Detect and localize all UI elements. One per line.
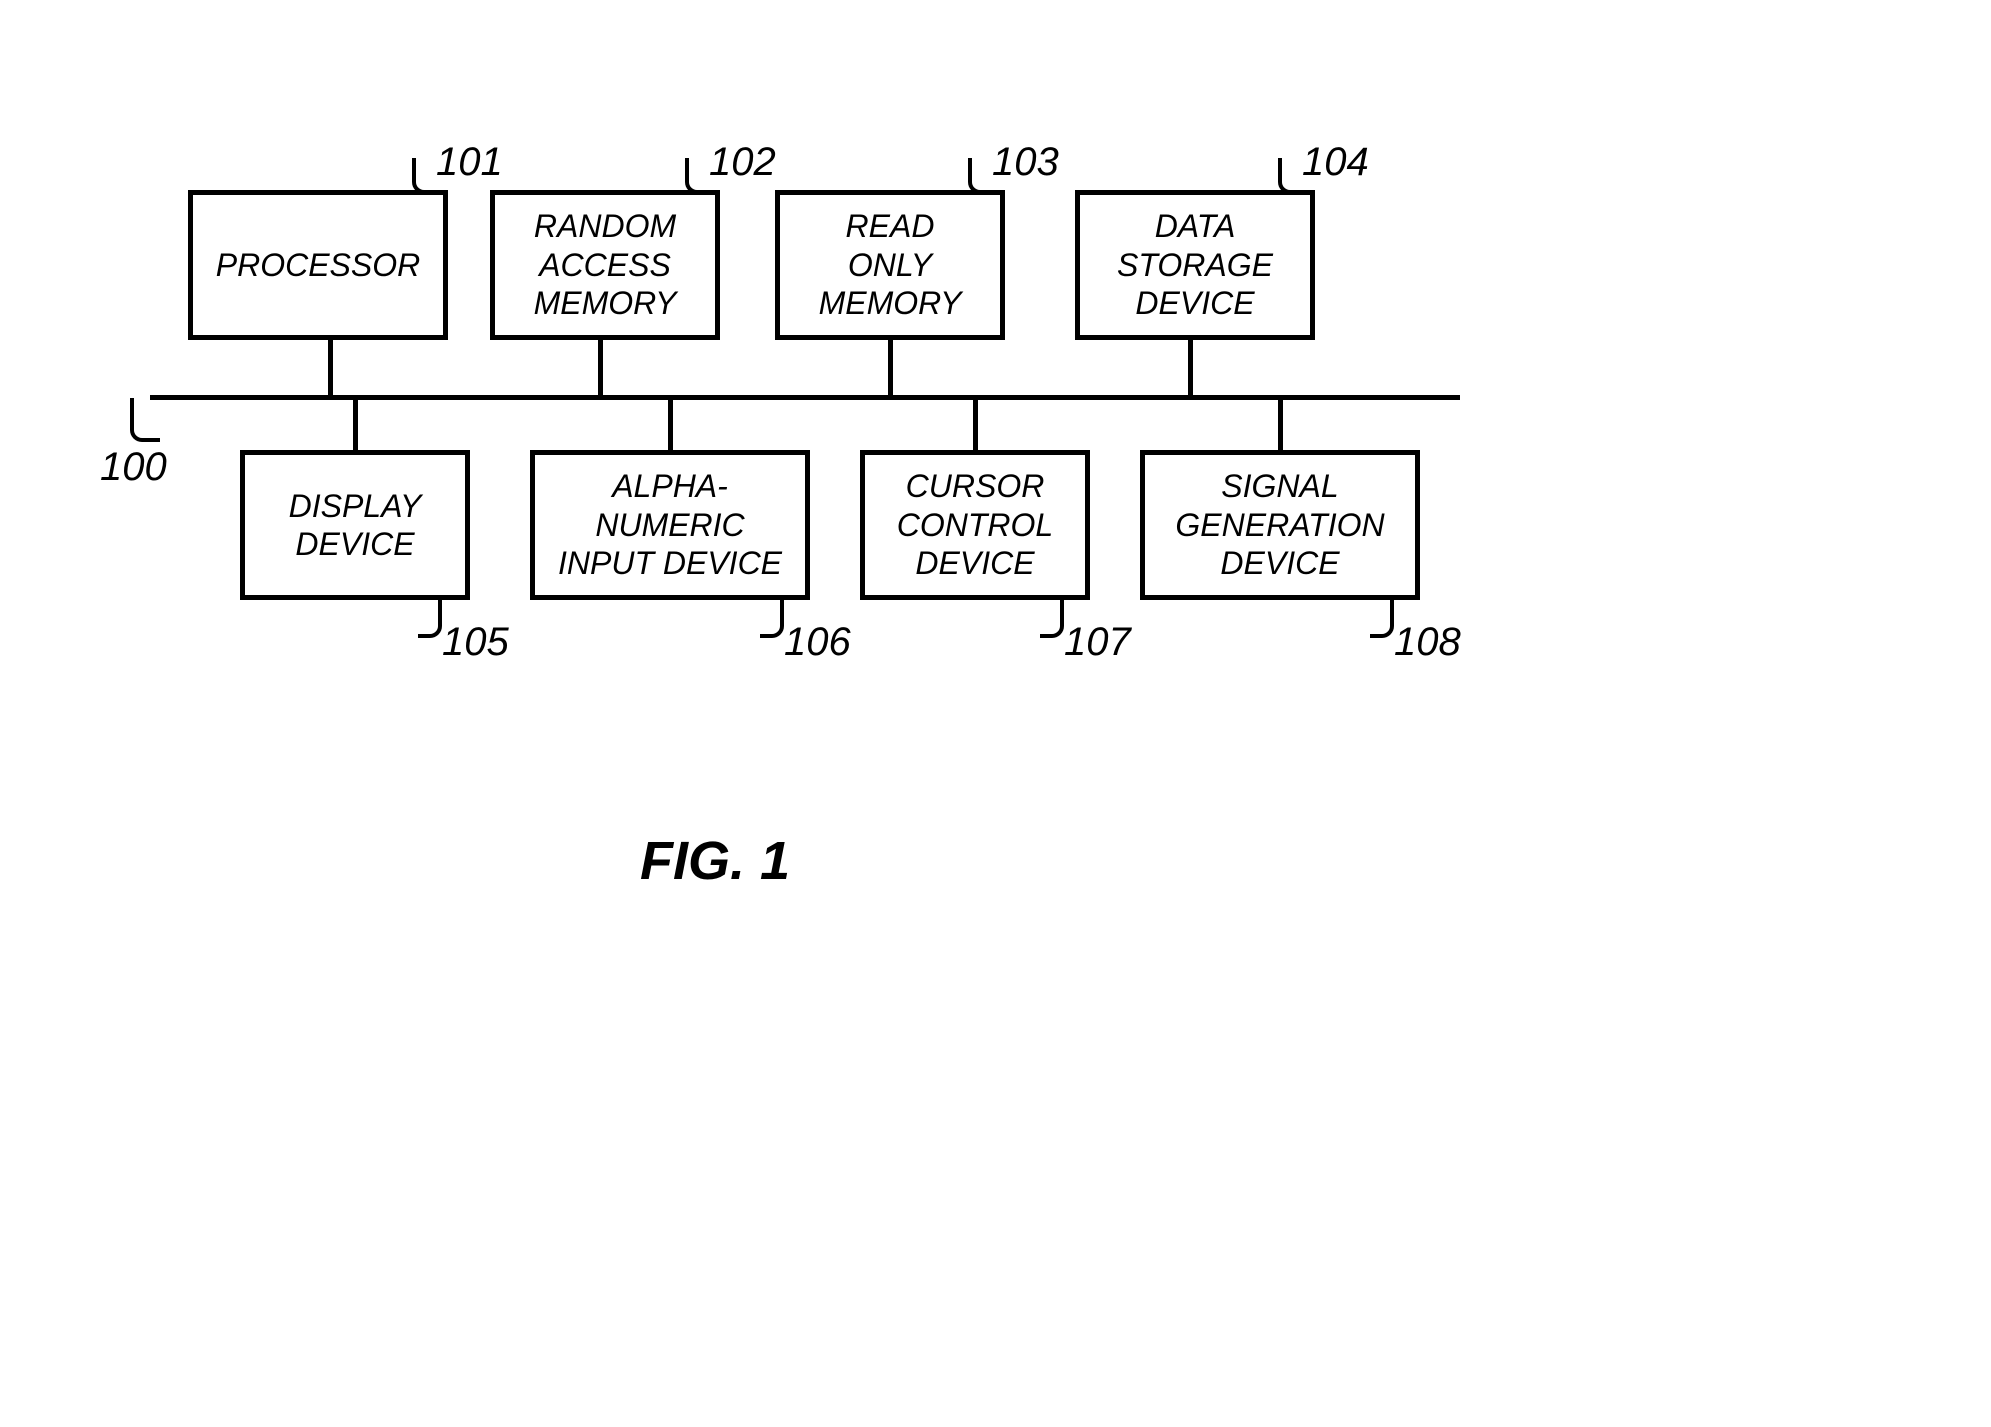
ref-104: 104 [1302,140,1369,185]
ref-hook-108 [1370,600,1394,638]
connector-108 [1278,398,1283,450]
ref-hook-102 [685,158,709,194]
node-ram-label: RANDOM ACCESS MEMORY [534,207,677,322]
node-display-label: DISPLAY DEVICE [289,487,422,564]
bus-ref-hook [130,398,160,442]
ref-hook-101 [412,158,436,194]
ref-hook-104 [1278,158,1302,194]
ref-hook-105 [418,600,442,638]
node-processor-label: PROCESSOR [216,246,420,284]
connector-107 [973,398,978,450]
ref-102: 102 [709,140,776,185]
connector-101 [328,340,333,398]
ref-107: 107 [1064,620,1131,665]
figure-caption: FIG. 1 [640,830,790,892]
ref-108: 108 [1394,620,1461,665]
node-rom: READ ONLY MEMORY [775,190,1005,340]
ref-101: 101 [436,140,503,185]
ref-105: 105 [442,620,509,665]
connector-102 [598,340,603,398]
bus-line [150,395,1460,400]
node-storage-label: DATA STORAGE DEVICE [1117,207,1273,322]
node-display: DISPLAY DEVICE [240,450,470,600]
node-alphanum: ALPHA- NUMERIC INPUT DEVICE [530,450,810,600]
node-signal: SIGNAL GENERATION DEVICE [1140,450,1420,600]
ref-hook-106 [760,600,784,638]
node-processor: PROCESSOR [188,190,448,340]
node-rom-label: READ ONLY MEMORY [819,207,962,322]
node-cursor-label: CURSOR CONTROL DEVICE [897,467,1053,582]
node-alphanum-label: ALPHA- NUMERIC INPUT DEVICE [558,467,782,582]
connector-103 [888,340,893,398]
diagram-canvas: 100 101 PROCESSOR 102 RANDOM ACCESS MEMO… [0,0,1991,1427]
node-storage: DATA STORAGE DEVICE [1075,190,1315,340]
ref-103: 103 [992,140,1059,185]
connector-105 [353,398,358,450]
node-signal-label: SIGNAL GENERATION DEVICE [1175,467,1384,582]
ref-hook-103 [968,158,992,194]
ref-106: 106 [784,620,851,665]
node-cursor: CURSOR CONTROL DEVICE [860,450,1090,600]
node-ram: RANDOM ACCESS MEMORY [490,190,720,340]
connector-104 [1188,340,1193,398]
bus-ref-label: 100 [100,445,167,490]
connector-106 [668,398,673,450]
ref-hook-107 [1040,600,1064,638]
